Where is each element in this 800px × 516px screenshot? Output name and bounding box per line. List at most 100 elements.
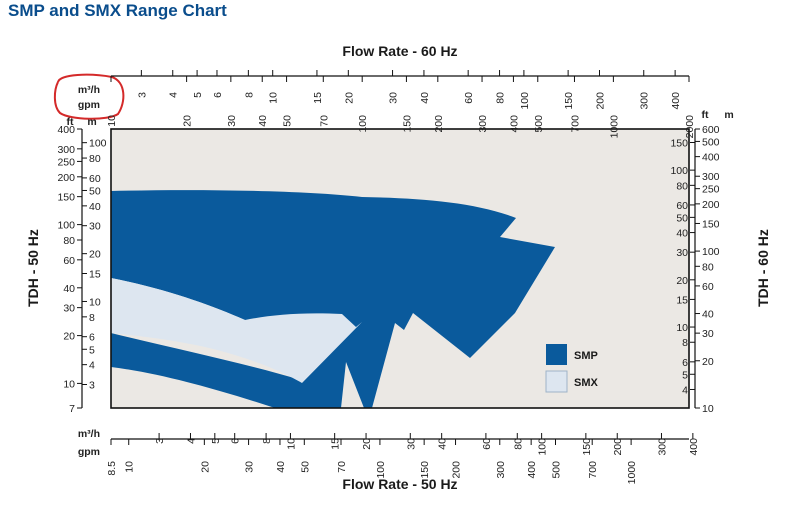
bottom-gpm-tick-label: 100 (375, 461, 387, 479)
bottom-gpm-tick-label: 10 (124, 461, 136, 473)
top-m3h-unit-label: m³/h (78, 84, 100, 96)
right-ft-unit-label: ft (702, 109, 709, 121)
right-m-tick-label: 30 (676, 247, 688, 259)
top-gpm-tick-label: 200 (433, 115, 445, 133)
right-m-tick-label: 80 (676, 180, 688, 192)
bottom-m3h-tick-label: 40 (437, 438, 449, 450)
top-gpm-tick-label: 70 (318, 115, 330, 127)
bottom-m3h-tick-label: 8 (261, 438, 273, 444)
bottom-m3h-tick-label: 400 (688, 438, 700, 456)
x-axis-title-top: Flow Rate - 60 Hz (342, 43, 457, 59)
top-gpm-tick-label: 100 (357, 115, 369, 133)
bottom-gpm-tick-label: 50 (299, 461, 311, 473)
right-ft-tick-label: 100 (702, 246, 720, 258)
right-ft-tick-label: 10 (702, 403, 714, 415)
right-ft-tick-label: 500 (702, 136, 720, 148)
smx-region (111, 278, 362, 383)
left-ft-tick-label: 400 (57, 124, 75, 136)
bottom-m3h-tick-label: 200 (612, 438, 624, 456)
top-m3h-tick-label: 30 (388, 92, 400, 104)
legend: SMP SMX (545, 344, 599, 393)
top-gpm-tick-label: 40 (257, 115, 269, 127)
top-m3h-tick-label: 20 (343, 92, 355, 104)
bottom-gpm-tick-label: 300 (495, 461, 507, 479)
bottom-gpm-tick-label: 1000 (626, 461, 638, 485)
bottom-m3h-tick-label: 80 (512, 438, 524, 450)
left-ft-unit-label: ft (67, 116, 74, 128)
right-ft-tick-label: 20 (702, 356, 714, 368)
right-ft-tick-label: 40 (702, 309, 714, 321)
left-m-tick-label: 40 (89, 201, 101, 213)
x-axis-title-bottom: Flow Rate - 50 Hz (342, 476, 457, 492)
right-ft-tick-label: 60 (702, 281, 714, 293)
left-m-tick-label: 10 (89, 296, 101, 308)
left-m-tick-label: 15 (89, 269, 101, 281)
bottom-gpm-tick-label: 20 (199, 461, 211, 473)
bottom-gpm-tick-label: 40 (275, 461, 287, 473)
left-m-tick-label: 100 (89, 138, 107, 150)
top-m3h-tick-label: 5 (192, 92, 204, 98)
top-m3h-tick-label: 6 (212, 92, 224, 98)
right-ft-tick-label: 400 (702, 152, 720, 164)
left-m-tick-label: 6 (89, 332, 95, 344)
legend-swatch-smx (545, 370, 568, 393)
right-ft-tick-label: 150 (702, 218, 720, 230)
top-gpm-tick-label: 150 (401, 115, 413, 133)
left-m-tick-label: 20 (89, 249, 101, 261)
bottom-m3h-tick-label: 10 (285, 438, 297, 450)
top-m3h-tick-label: 40 (419, 92, 431, 104)
bottom-gpm-tick-label: 400 (526, 461, 538, 479)
top-m3h-tick-label: 300 (639, 92, 651, 110)
top-m3h-tick-label: 100 (519, 92, 531, 110)
bottom-m3h-tick-label: 3 (154, 438, 166, 444)
smp-region (111, 190, 555, 408)
bottom-m3h-tick-label: 100 (537, 438, 549, 456)
left-ft-tick-label: 60 (63, 255, 75, 267)
top-gpm-tick-label: 30 (226, 115, 238, 127)
top-gpm-tick-label: 500 (533, 115, 545, 133)
top-m3h-tick-label: 400 (670, 92, 682, 110)
top-gpm-tick-label: 10 (106, 115, 118, 127)
right-ft-tick-label: 80 (702, 261, 714, 273)
bottom-m3h-unit-label: m³/h (78, 428, 100, 440)
legend-label-smp: SMP (574, 350, 598, 362)
y-axis-title-left: TDH - 50 Hz (25, 229, 41, 307)
bottom-m3h-tick-label: 300 (656, 438, 668, 456)
right-m-tick-label: 150 (670, 138, 688, 150)
bottom-m3h-tick-label: 60 (481, 438, 493, 450)
bottom-m3h-tick-label: 4 (185, 438, 197, 444)
left-ft-tick-label: 100 (57, 220, 75, 232)
left-ft-tick-label: 250 (57, 156, 75, 168)
left-m-tick-label: 50 (89, 185, 101, 197)
top-m3h-tick-label: 8 (243, 92, 255, 98)
right-m-tick-label: 100 (670, 165, 688, 177)
top-gpm-unit-label: gpm (78, 99, 100, 111)
top-gpm-tick-label: 50 (282, 115, 294, 127)
bottom-m3h-tick-label: 150 (581, 438, 593, 456)
left-ft-tick-label: 30 (63, 303, 75, 315)
top-gpm-tick-label: 700 (569, 115, 581, 133)
top-m3h-tick-label: 80 (495, 92, 507, 104)
left-ft-tick-label: 10 (63, 378, 75, 390)
bottom-gpm-tick-label: 70 (336, 461, 348, 473)
bottom-m3h-tick-label: 15 (330, 438, 342, 450)
top-m3h-tick-label: 10 (268, 92, 280, 104)
left-ft-tick-label: 40 (63, 283, 75, 295)
bottom-gpm-unit-label: gpm (78, 446, 100, 458)
top-m3h-tick-label: 60 (463, 92, 475, 104)
top-gpm-tick-label: 20 (182, 115, 194, 127)
top-m3h-tick-label: 200 (595, 92, 607, 110)
right-m-tick-label: 20 (676, 275, 688, 287)
left-ft-tick-label: 200 (57, 172, 75, 184)
y-axis-title-right: TDH - 60 Hz (755, 229, 771, 307)
top-m3h-tick-label: 4 (168, 92, 180, 98)
bottom-gpm-tick-label: 500 (550, 461, 562, 479)
plot-border (110, 128, 690, 409)
right-m-tick-label: 5 (682, 369, 688, 381)
left-ft-tick-label: 7 (69, 403, 75, 415)
left-m-tick-label: 5 (89, 344, 95, 356)
left-m-tick-label: 3 (89, 379, 95, 391)
top-gpm-tick-label: 1000 (608, 115, 620, 139)
bottom-m3h-tick-label: 20 (361, 438, 373, 450)
